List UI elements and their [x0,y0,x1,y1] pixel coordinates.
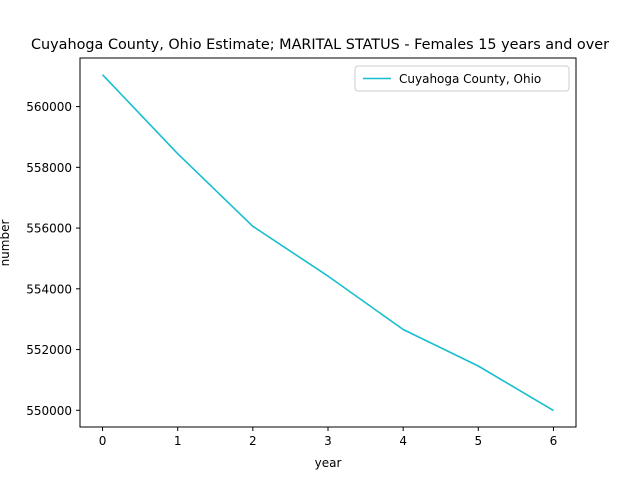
x-axis-label: year [315,456,342,470]
x-tick-label: 0 [99,434,107,448]
chart-title: Cuyahoga County, Ohio Estimate; MARITAL … [31,37,609,53]
y-axis-label: number [0,220,12,267]
x-tick-label: 3 [324,434,332,448]
y-tick-label: 560000 [26,100,72,114]
series-line [101,74,554,412]
legend-box [354,65,570,92]
x-tick-label: 4 [399,434,407,448]
x-tick-label: 6 [550,434,558,448]
y-tick-label: 550000 [26,404,72,418]
x-tick-label: 2 [249,434,257,448]
y-tick-label: 558000 [26,161,72,175]
y-tick-label: 554000 [26,282,72,296]
plot-area: 0 1 2 3 4 5 6 550000 552000 554000 556000 558000 560… [26,57,577,448]
plot-frame [79,57,577,428]
y-tick-label: 556000 [26,222,72,236]
x-tick-label: 1 [174,434,182,448]
legend-label: Cuyahoga County, Ohio [399,72,541,86]
y-tick-label: 552000 [26,343,72,357]
x-tick-label: 5 [474,434,482,448]
